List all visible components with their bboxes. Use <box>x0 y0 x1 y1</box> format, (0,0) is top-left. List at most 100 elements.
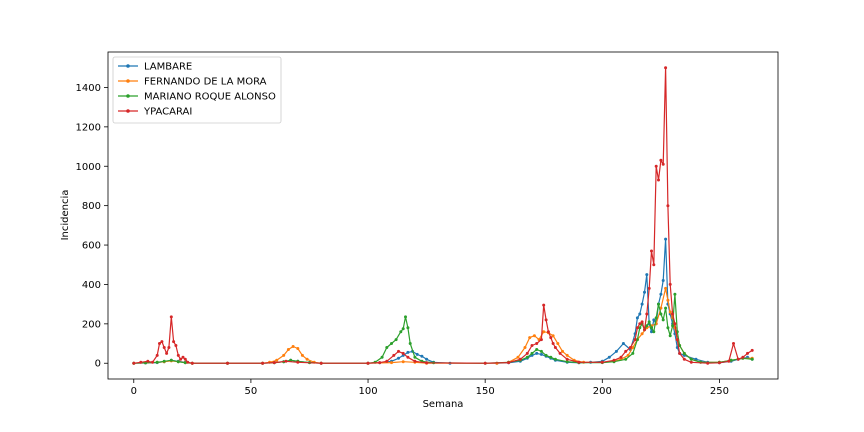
data-point <box>146 359 150 363</box>
data-point <box>155 360 159 364</box>
data-point <box>167 346 171 349</box>
data-point <box>666 326 670 330</box>
data-point <box>535 348 539 351</box>
data-point <box>635 326 639 330</box>
data-point <box>647 320 651 324</box>
legend-label: YPACARAI <box>143 107 192 118</box>
data-point <box>516 355 520 359</box>
data-point <box>638 312 642 316</box>
data-point <box>631 346 635 349</box>
data-point <box>174 344 178 347</box>
data-point <box>380 355 384 359</box>
data-point <box>565 357 569 361</box>
data-point <box>378 361 382 365</box>
data-point <box>664 306 668 310</box>
data-point <box>717 361 721 365</box>
data-point <box>675 338 679 342</box>
data-point <box>741 355 745 359</box>
data-point <box>553 346 557 349</box>
data-point <box>647 286 651 290</box>
data-point <box>750 357 754 361</box>
data-point <box>607 355 611 359</box>
data-point <box>385 346 389 349</box>
data-point <box>132 361 136 365</box>
legend-swatch-marker <box>126 109 130 113</box>
y-tick-label: 0 <box>95 359 101 370</box>
data-point <box>385 359 389 363</box>
data-point <box>399 330 403 334</box>
x-axis-label: Semana <box>423 399 464 410</box>
data-point <box>291 345 295 348</box>
data-point <box>186 360 190 364</box>
data-point <box>544 353 548 357</box>
data-point <box>413 359 417 363</box>
x-tick-label: 0 <box>131 386 137 397</box>
data-point <box>296 360 300 364</box>
data-point <box>689 360 693 364</box>
data-point <box>549 355 553 359</box>
data-point <box>535 342 539 345</box>
data-point <box>645 273 649 277</box>
data-point <box>558 351 562 355</box>
data-point <box>729 358 733 362</box>
data-point <box>420 354 424 358</box>
data-point <box>664 66 668 70</box>
data-point <box>661 162 665 166</box>
y-tick-label: 800 <box>82 201 101 212</box>
data-point <box>668 334 672 338</box>
data-point <box>678 351 682 355</box>
data-point <box>640 320 644 324</box>
data-point <box>394 338 398 342</box>
data-point <box>635 338 639 342</box>
data-point <box>643 328 646 332</box>
x-axis-ticks: 0 50 100 150 200 250 <box>131 379 729 397</box>
legend-item: YPACARAI <box>118 107 192 118</box>
data-point <box>390 361 393 365</box>
data-point <box>666 298 670 302</box>
data-point <box>640 302 644 306</box>
data-point <box>654 164 658 168</box>
y-tick-label: 1400 <box>76 83 101 94</box>
data-point <box>406 350 410 354</box>
data-point <box>577 360 581 364</box>
data-point <box>612 358 616 362</box>
legend-item: LAMBARE <box>118 62 192 73</box>
data-point <box>390 342 393 345</box>
data-point <box>286 348 290 351</box>
series-layer <box>132 66 754 365</box>
data-point <box>296 347 300 350</box>
data-point <box>162 359 166 363</box>
data-point <box>406 326 410 330</box>
legend-swatch-marker <box>126 79 130 83</box>
data-point <box>682 357 686 361</box>
data-point <box>664 286 668 290</box>
data-point <box>650 330 653 334</box>
data-point <box>666 204 670 208</box>
data-point <box>746 351 749 355</box>
legend: LAMBARE FERNANDO DE LA MORA MARIANO ROQUE … <box>112 56 282 124</box>
legend-label: MARIANO ROQUE ALONSO <box>144 92 276 103</box>
data-point <box>539 352 543 356</box>
data-point <box>151 360 154 364</box>
data-point <box>169 315 173 319</box>
data-point <box>621 342 625 345</box>
data-point <box>160 340 164 344</box>
data-point <box>425 357 429 361</box>
data-point <box>397 349 400 353</box>
legend-swatch-marker <box>126 64 130 68</box>
data-point <box>530 344 534 347</box>
data-point <box>650 249 653 253</box>
x-tick-label: 250 <box>710 386 729 397</box>
data-point <box>181 355 185 359</box>
data-point <box>671 312 675 316</box>
x-tick-label: 50 <box>245 386 258 397</box>
data-point <box>661 318 665 322</box>
data-point <box>525 355 529 359</box>
data-point <box>638 326 642 330</box>
data-point <box>689 357 693 361</box>
data-point <box>556 342 560 345</box>
data-point <box>682 351 686 355</box>
data-point <box>640 332 644 336</box>
legend-box <box>112 56 282 124</box>
data-point <box>671 324 675 328</box>
